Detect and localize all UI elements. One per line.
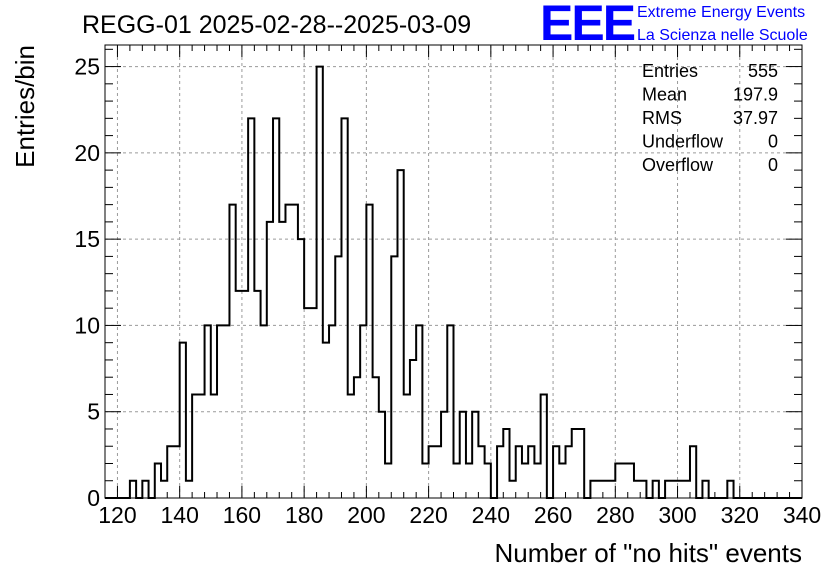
histogram-bin xyxy=(279,222,285,498)
histogram-bin xyxy=(310,308,316,498)
y-tick-label: 0 xyxy=(87,485,100,511)
stats-box: Entries 555 Mean 197.9 RMS 37.97 Underflow 0 Ove… xyxy=(642,61,778,175)
x-tick-label: 160 xyxy=(223,502,261,528)
histogram-bin xyxy=(161,481,167,498)
chart-title: REGG-01 2025-02-28--2025-03-09 xyxy=(82,11,471,39)
histogram-bin xyxy=(466,463,472,498)
histogram-bin xyxy=(634,481,640,498)
histogram-bin xyxy=(323,343,329,498)
x-tick-label: 120 xyxy=(98,502,136,528)
stats-value: 0 xyxy=(768,155,778,175)
histogram-bin xyxy=(404,394,410,498)
stats-label: Mean xyxy=(642,85,687,105)
histogram-bin xyxy=(186,481,192,498)
histogram-bin xyxy=(684,481,690,498)
stats-value: 0 xyxy=(768,132,778,152)
histogram-bin xyxy=(559,463,565,498)
x-tick-label: 340 xyxy=(783,502,821,528)
histogram-bin xyxy=(422,463,428,498)
histogram-series xyxy=(105,65,802,499)
histogram-bin xyxy=(510,481,516,498)
histogram-bin xyxy=(173,446,179,498)
stats-label: Overflow xyxy=(642,155,714,175)
histogram-bin xyxy=(198,394,204,498)
eee-logo: EEE Extreme Energy Events La Scienza nel… xyxy=(540,0,808,51)
y-tick-label: 10 xyxy=(74,312,100,338)
x-tick-label: 320 xyxy=(721,502,759,528)
axes: 120 140 160 180 200 220 240 260 280 300 320 3400510… xyxy=(74,45,821,528)
y-tick-label: 25 xyxy=(74,54,100,80)
histogram-bin xyxy=(603,481,609,498)
stats-label: Entries xyxy=(642,61,698,81)
histogram-bin xyxy=(671,481,677,498)
histogram-bin xyxy=(678,481,684,498)
histogram-bin xyxy=(348,394,354,498)
x-tick-label: 200 xyxy=(347,502,385,528)
y-tick-label: 15 xyxy=(74,226,100,252)
x-tick-label: 180 xyxy=(285,502,323,528)
histogram-bin xyxy=(236,291,242,498)
x-tick-label: 300 xyxy=(658,502,696,528)
histogram-bin xyxy=(597,481,603,498)
stats-value: 555 xyxy=(748,61,778,81)
histogram-bin xyxy=(609,481,615,498)
histogram-bin xyxy=(454,463,460,498)
y-axis-title: Entries/bin xyxy=(10,45,40,168)
histogram-bin xyxy=(522,463,528,498)
x-tick-label: 140 xyxy=(160,502,198,528)
x-tick-label: 260 xyxy=(534,502,572,528)
y-tick-label: 20 xyxy=(74,140,100,166)
stats-label: RMS xyxy=(642,108,682,128)
logo-line-1: Extreme Energy Events xyxy=(637,4,805,21)
x-tick-label: 240 xyxy=(472,502,510,528)
histogram-bin xyxy=(304,308,310,498)
histogram-bin xyxy=(285,205,291,498)
y-tick-label: 5 xyxy=(87,399,100,425)
histogram-outline xyxy=(105,65,802,499)
histogram-bin xyxy=(622,463,628,498)
logo-line-2: La Scienza nelle Scuole xyxy=(637,27,808,44)
x-tick-label: 280 xyxy=(596,502,634,528)
stats-value: 37.97 xyxy=(733,108,778,128)
x-tick-label: 220 xyxy=(409,502,447,528)
histogram-bin xyxy=(242,291,248,498)
histogram-bin xyxy=(534,463,540,498)
histogram-bin xyxy=(292,205,298,498)
x-axis-title: Number of "no hits" events xyxy=(495,538,803,568)
histogram-bin xyxy=(435,446,441,498)
histogram-bin xyxy=(385,463,391,498)
logo-mark: EEE xyxy=(540,0,635,51)
stats-label: Underflow xyxy=(642,132,724,152)
stats-value: 197.9 xyxy=(733,85,778,105)
histogram-bin xyxy=(211,394,217,498)
